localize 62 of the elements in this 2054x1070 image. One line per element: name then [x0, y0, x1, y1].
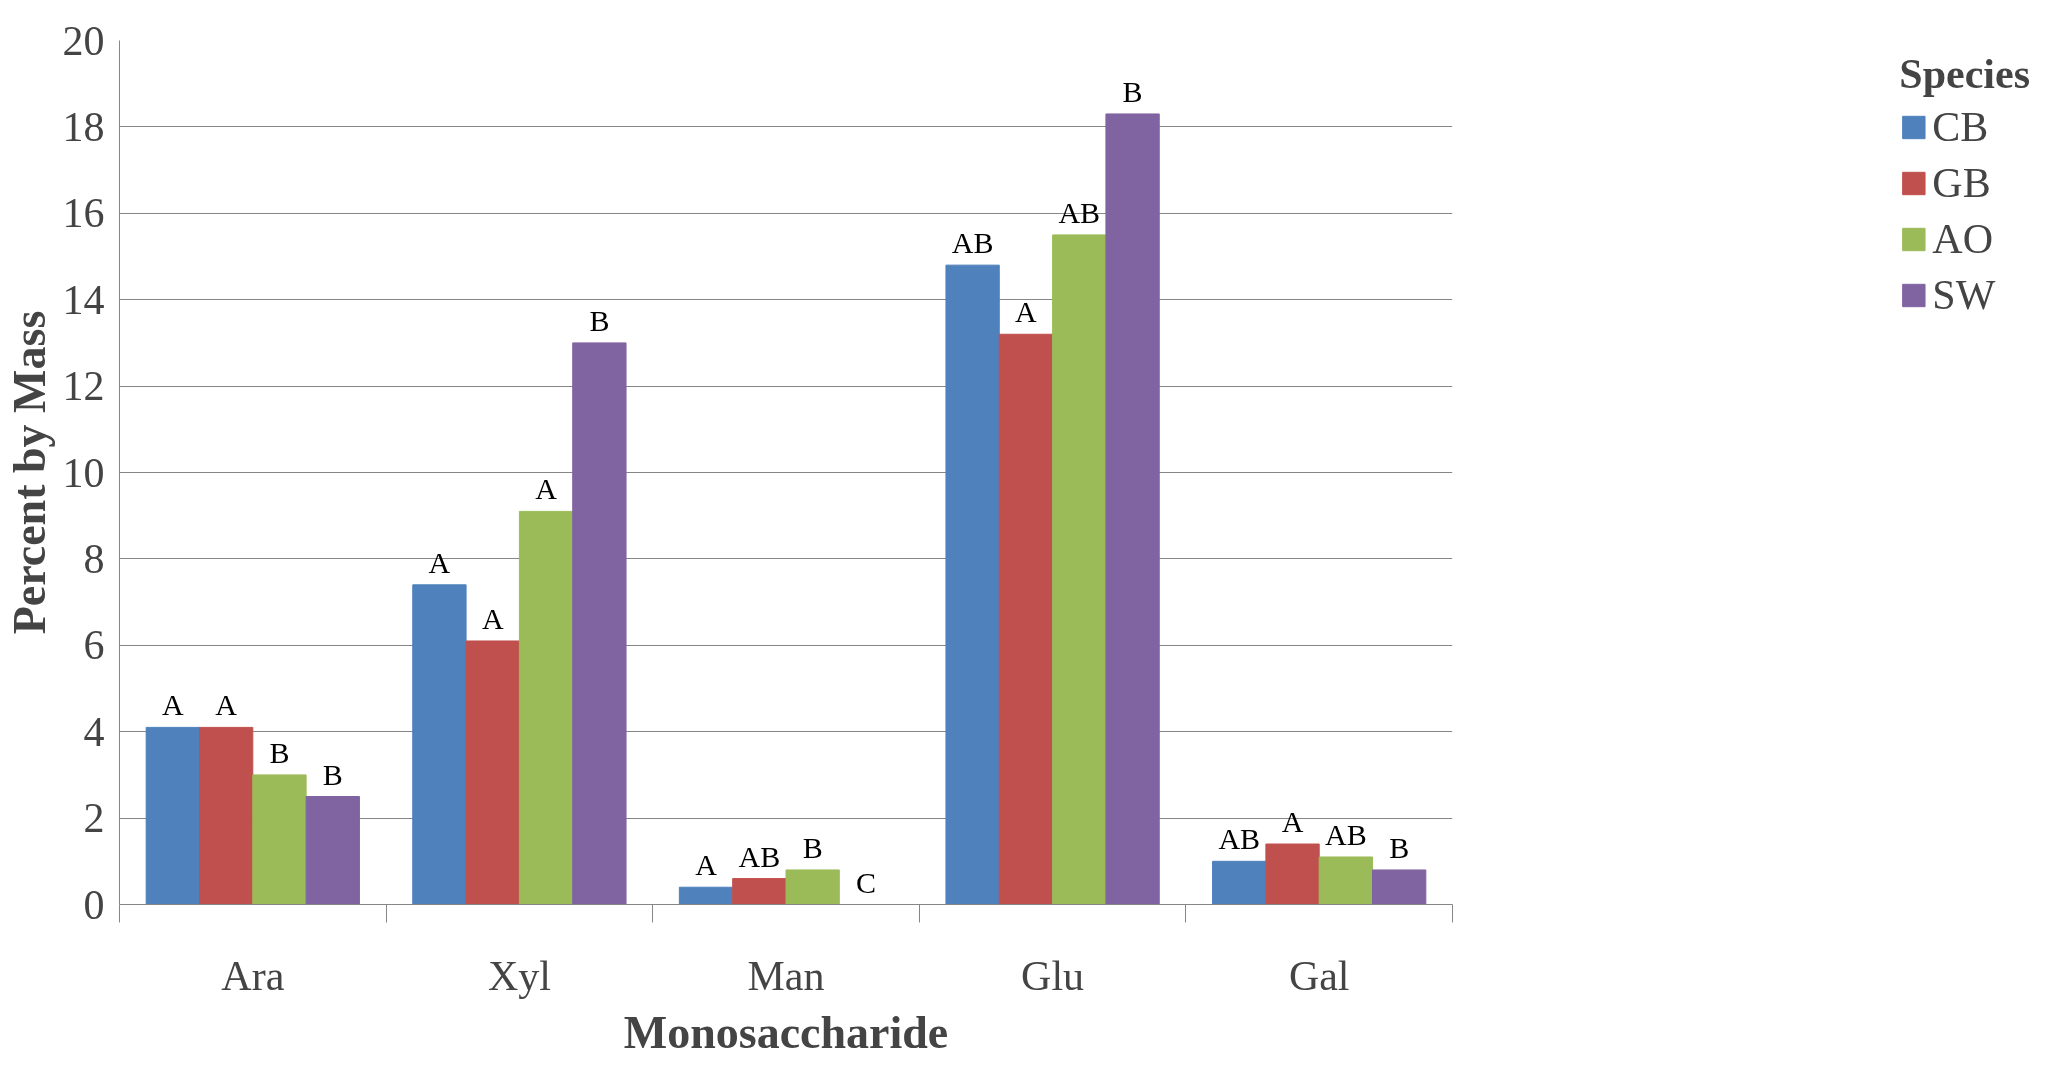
bar: [785, 869, 840, 905]
bar: [678, 886, 734, 905]
data-label: AB: [738, 839, 781, 873]
data-label: B: [1389, 830, 1410, 864]
data-label: C: [855, 865, 876, 899]
y-tick-label: 0: [83, 881, 105, 928]
data-label: AB: [1325, 817, 1367, 851]
bar: [252, 774, 307, 905]
y-tick-label: 14: [62, 276, 105, 323]
y-axis-title: Percent by Mass: [3, 310, 55, 635]
bar: [1318, 856, 1374, 905]
data-label: A: [535, 472, 558, 506]
data-label: AB: [951, 226, 994, 260]
y-tick-label: 10: [62, 449, 105, 496]
y-tick-label: 12: [62, 363, 105, 410]
bar: [732, 878, 787, 905]
y-tick-label: 8: [83, 535, 105, 582]
bar: [465, 640, 520, 905]
data-label: A: [161, 688, 184, 722]
x-tick-label: Xyl: [487, 952, 551, 999]
bar: [145, 726, 200, 905]
data-label: A: [215, 688, 238, 722]
legend-label: AO: [1932, 215, 1994, 263]
data-label: A: [1281, 805, 1304, 839]
bar: [1212, 860, 1267, 905]
bar: [518, 510, 574, 905]
y-tick-label: 4: [83, 708, 105, 755]
x-tick-label: Glu: [1021, 952, 1085, 999]
bar: [1052, 234, 1107, 905]
data-label: A: [481, 601, 504, 635]
bar: [572, 342, 627, 905]
bar: [305, 796, 360, 905]
x-axis-title: Monosaccharide: [623, 1006, 949, 1058]
legend-label: GB: [1932, 159, 1991, 207]
data-label: AB: [1218, 822, 1261, 856]
data-label: B: [1122, 74, 1143, 108]
bar: [998, 333, 1054, 905]
bar: [1265, 843, 1320, 905]
y-tick-label: 2: [83, 795, 105, 842]
data-label: A: [695, 848, 718, 882]
y-tick-label: 6: [83, 622, 105, 669]
data-label: B: [589, 303, 610, 337]
bar: [945, 264, 1000, 905]
legend-label: SW: [1932, 271, 1996, 319]
x-tick-label: Ara: [221, 952, 285, 999]
legend-label: CB: [1932, 103, 1989, 151]
data-label: B: [269, 735, 290, 769]
y-tick-label: 18: [62, 103, 105, 150]
bar: [198, 726, 254, 905]
bar: [412, 584, 467, 905]
bar: [1372, 869, 1427, 905]
y-tick-label: 16: [62, 190, 105, 237]
bar: [1105, 113, 1160, 905]
data-label: A: [428, 545, 451, 579]
legend-title: Species: [1899, 50, 2030, 98]
data-label: B: [322, 757, 343, 791]
y-tick-label: 20: [62, 17, 105, 64]
data-label: AB: [1058, 195, 1101, 229]
x-tick-label: Man: [747, 952, 825, 999]
data-label: B: [802, 830, 823, 864]
data-label: A: [1015, 295, 1038, 329]
x-tick-label: Gal: [1288, 952, 1350, 999]
